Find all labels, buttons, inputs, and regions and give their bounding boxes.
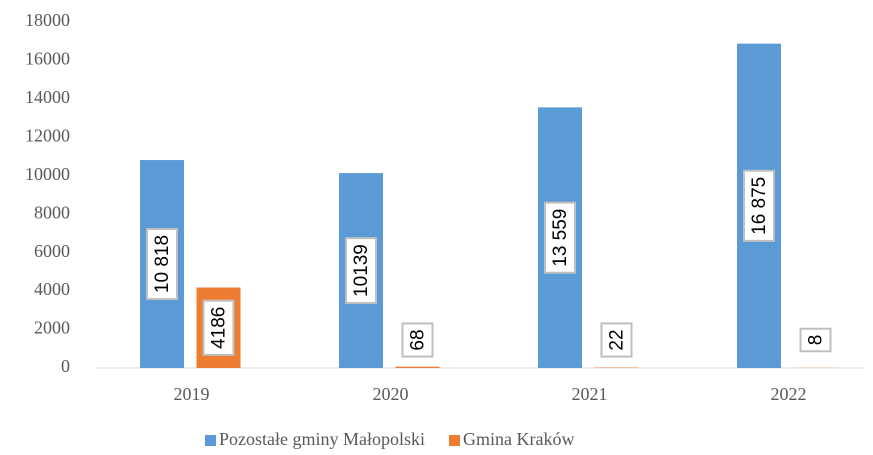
data-label-box (145, 227, 178, 301)
data-label-box (799, 327, 832, 353)
y-tick-label: 14000 (25, 87, 70, 107)
data-label-text: 10 818 (152, 235, 173, 293)
y-tick-label: 0 (61, 356, 70, 376)
data-label-text: 16 875 (749, 177, 770, 235)
data-label: 8 (799, 327, 832, 353)
legend-swatch (205, 435, 216, 446)
data-label-box (544, 201, 576, 274)
data-label-box (345, 237, 377, 304)
x-tick-label: 2022 (771, 384, 807, 404)
data-label: 68 (401, 322, 434, 358)
y-tick-label: 6000 (34, 241, 70, 261)
legend-swatch (449, 435, 460, 446)
data-label: 10139 (345, 237, 377, 304)
data-label-box (600, 322, 633, 358)
data-label-text: 8 (806, 335, 827, 346)
y-tick-label: 2000 (34, 318, 70, 338)
data-label-text: 68 (408, 329, 429, 350)
y-tick-label: 10000 (25, 164, 70, 184)
legend-label: Pozostałe gminy Małopolski (219, 429, 425, 449)
y-tick-label: 12000 (25, 125, 70, 145)
data-label: 4186 (202, 299, 235, 356)
data-label-text: 10139 (351, 244, 372, 297)
data-label-text: 13 559 (550, 209, 571, 267)
y-tick-label: 18000 (25, 10, 70, 30)
data-label-text: 22 (607, 329, 628, 350)
data-label: 22 (600, 322, 633, 358)
x-tick-label: 2021 (572, 384, 608, 404)
data-label: 13 559 (544, 201, 576, 274)
data-label: 10 818 (145, 227, 178, 301)
data-label: 16 875 (743, 169, 775, 242)
data-label-box (401, 322, 434, 358)
data-label-text: 4186 (209, 307, 230, 349)
data-label-box (202, 299, 235, 356)
y-tick-label: 8000 (34, 202, 70, 222)
y-tick-label: 4000 (34, 279, 70, 299)
legend-label: Gmina Kraków (463, 429, 574, 449)
data-label-box (743, 169, 775, 242)
x-tick-label: 2020 (373, 384, 409, 404)
bar (395, 366, 440, 368)
y-tick-label: 16000 (25, 49, 70, 69)
x-tick-label: 2019 (174, 384, 210, 404)
